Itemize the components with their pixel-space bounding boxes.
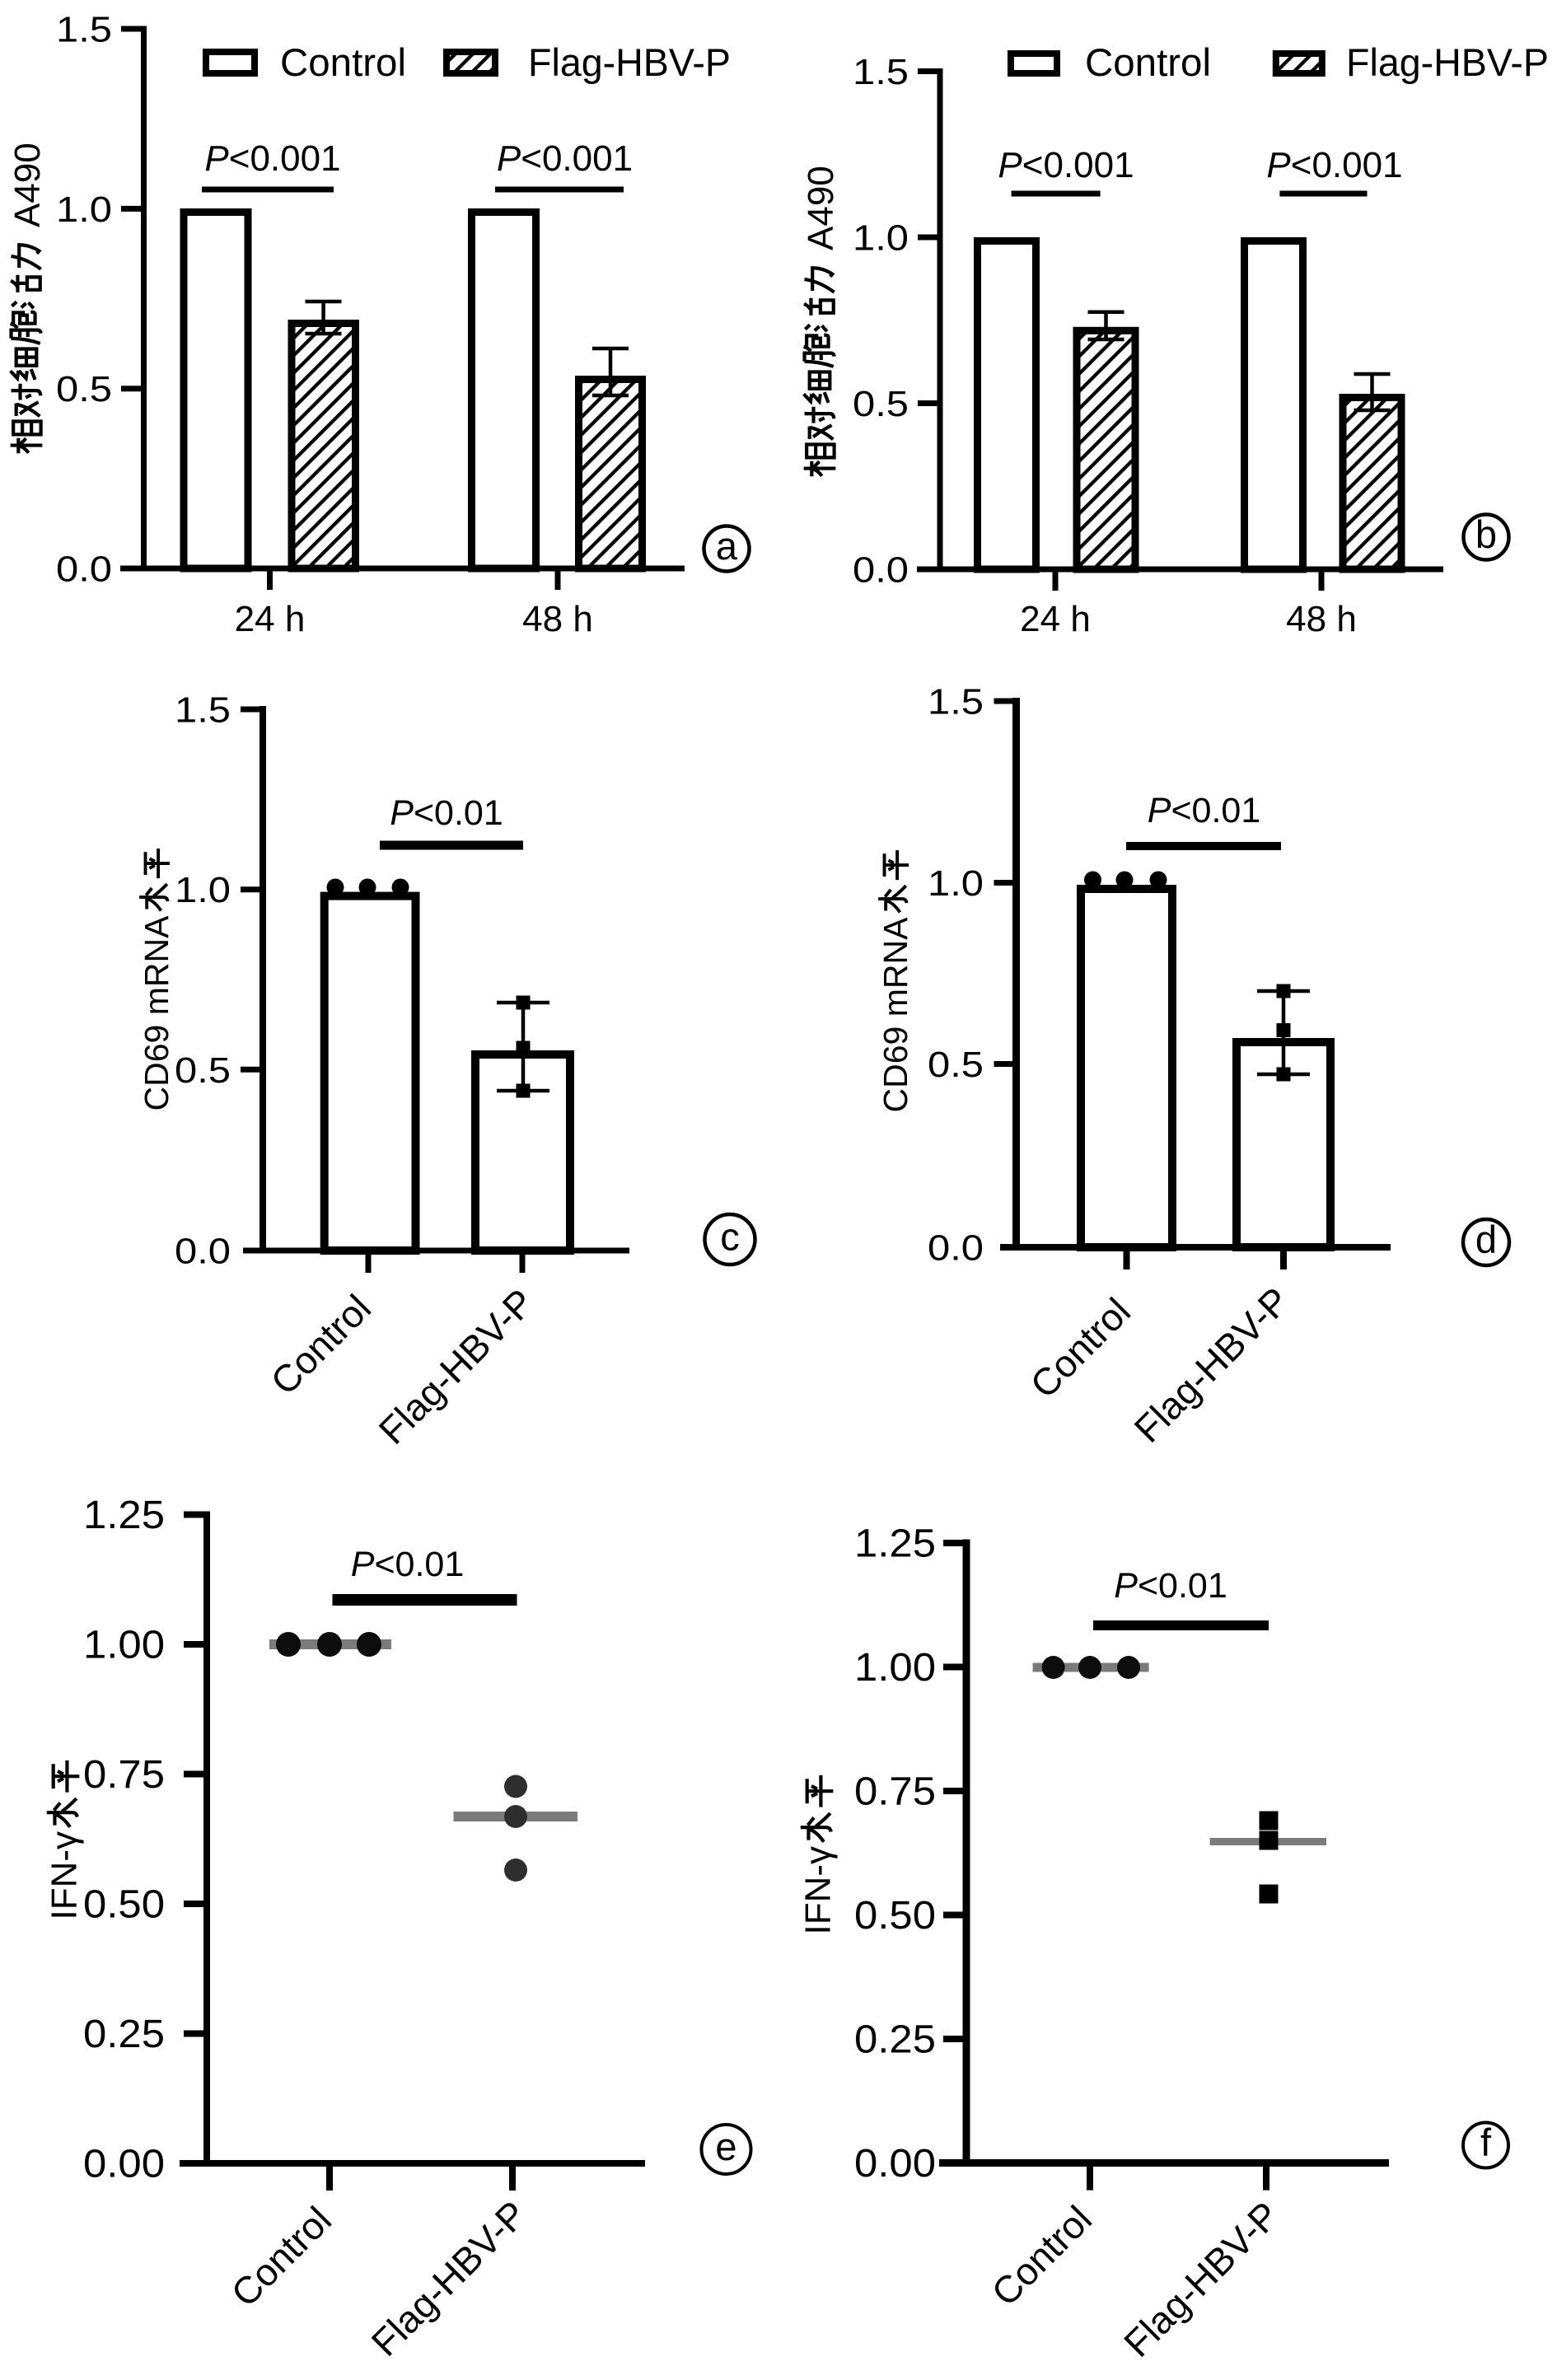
svg-text:P<0.001: P<0.001 [1266,145,1402,185]
svg-text:P<0.01: P<0.01 [351,1545,465,1584]
svg-text:Flag-HBV-P: Flag-HBV-P [1346,40,1549,84]
svg-text:0.5: 0.5 [853,384,909,424]
svg-text:1.0: 1.0 [928,863,984,904]
svg-text:0.0: 0.0 [175,1232,231,1272]
svg-text:0.5: 0.5 [175,1050,231,1091]
svg-text:0.75: 0.75 [854,1770,936,1814]
svg-text:0.0: 0.0 [928,1228,984,1269]
svg-text:48 h: 48 h [1286,599,1357,639]
svg-text:b: b [1475,512,1497,556]
svg-text:1.00: 1.00 [854,1646,936,1690]
svg-text:0.00: 0.00 [854,2142,936,2186]
svg-text:1.25: 1.25 [83,1494,165,1537]
svg-text:P<0.001: P<0.001 [998,145,1134,185]
svg-text:e: e [715,2125,736,2168]
svg-text:P<0.01: P<0.01 [390,793,503,833]
svg-text:1.0: 1.0 [56,189,112,230]
svg-text:Flag-HBV-P: Flag-HBV-P [363,2192,535,2364]
svg-text:a: a [716,524,738,568]
svg-text:24 h: 24 h [1020,599,1091,639]
svg-text:A490: A490 [7,143,48,227]
svg-text:Control: Control [983,2197,1100,2314]
svg-text:0.5: 0.5 [56,369,112,409]
svg-text:A490: A490 [801,166,841,250]
svg-text:24 h: 24 h [235,599,306,639]
svg-text:Control: Control [1085,40,1211,84]
svg-text:Flag-HBV-P: Flag-HBV-P [1126,1279,1298,1450]
svg-text:0.00: 0.00 [83,2143,165,2186]
svg-text:0.0: 0.0 [853,550,909,591]
svg-text:CD69 mRNA: CD69 mRNA [138,915,175,1111]
svg-text:0.25: 0.25 [83,2013,165,2056]
svg-text:1.0: 1.0 [175,870,231,910]
svg-text:P<0.001: P<0.001 [204,138,340,179]
svg-text:1.0: 1.0 [853,218,909,259]
svg-text:P<0.01: P<0.01 [1148,791,1261,830]
svg-text:1.5: 1.5 [928,682,984,722]
svg-text:0.75: 0.75 [83,1753,165,1797]
svg-text:f: f [1480,2120,1492,2164]
svg-text:1.5: 1.5 [175,690,231,731]
svg-text:IFN-γ: IFN-γ [798,1846,839,1935]
svg-text:Flag-HBV-P: Flag-HBV-P [371,1280,542,1452]
svg-text:0.50: 0.50 [854,1894,936,1938]
svg-text:P<0.01: P<0.01 [1114,1566,1227,1606]
svg-text:1.25: 1.25 [854,1522,936,1566]
svg-text:Control: Control [280,40,406,84]
svg-text:P<0.001: P<0.001 [497,138,633,179]
svg-text:1.00: 1.00 [83,1624,165,1667]
svg-text:Flag-HBV-P: Flag-HBV-P [528,40,731,84]
svg-text:0.25: 0.25 [854,2018,936,2062]
svg-text:1.5: 1.5 [56,10,112,50]
svg-text:Control: Control [262,1286,379,1403]
svg-text:0.5: 0.5 [928,1045,984,1085]
svg-text:IFN-γ: IFN-γ [44,1831,85,1920]
svg-text:0.0: 0.0 [56,549,112,590]
svg-text:c: c [720,1215,740,1259]
svg-text:0.50: 0.50 [83,1883,165,1927]
svg-text:d: d [1475,1218,1497,1261]
svg-text:48 h: 48 h [522,599,593,639]
svg-text:Flag-HBV-P: Flag-HBV-P [1115,2193,1287,2364]
svg-text:CD69 mRNA: CD69 mRNA [877,917,914,1113]
svg-text:Control: Control [222,2198,339,2315]
svg-text:1.5: 1.5 [853,52,909,92]
svg-text:Control: Control [1022,1289,1139,1406]
